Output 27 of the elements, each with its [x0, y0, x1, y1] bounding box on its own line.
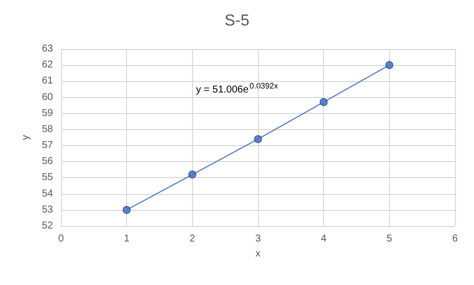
- y-tick-label: 55: [42, 172, 54, 184]
- point: [188, 170, 196, 179]
- y-tick-label: 62: [42, 60, 54, 71]
- y-tick-label: 52: [42, 220, 54, 232]
- x-tick-label: 6: [452, 234, 458, 244]
- x-tick-label: 0: [58, 234, 64, 244]
- x-tick-label: 5: [386, 234, 393, 244]
- x-tick-label: 1: [124, 234, 130, 244]
- x-tick-label: 2: [190, 234, 196, 244]
- y-axis-title: y: [20, 135, 32, 140]
- point: [320, 98, 328, 106]
- x-tick-label: 3: [255, 234, 262, 244]
- point: [122, 206, 131, 214]
- y-tick-label: 59: [42, 108, 54, 119]
- y-tick-label: 58: [42, 124, 54, 135]
- chart-title: S-5: [224, 12, 250, 30]
- x-tick-label: 4: [320, 234, 327, 244]
- y-tick-label: 61: [42, 76, 54, 87]
- x-axis-title: x: [256, 248, 260, 260]
- y-tick-label: 57: [42, 140, 54, 152]
- point: [385, 61, 394, 70]
- y-tick-label: 60: [42, 92, 54, 103]
- y-tick-label: 63: [42, 44, 54, 54]
- y-tick-label: 56: [42, 156, 54, 168]
- y-tick-label: 53: [42, 204, 54, 216]
- point: [254, 135, 262, 144]
- y-tick-label: 54: [42, 188, 54, 200]
